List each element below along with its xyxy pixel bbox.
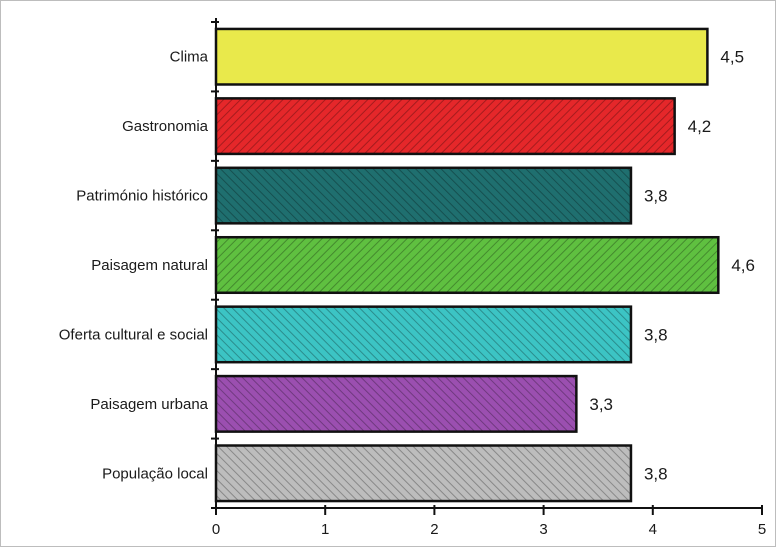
category-label: Gastronomia [122, 118, 209, 135]
bar-4 [214, 235, 720, 295]
category-label: Oferta cultural e social [59, 326, 208, 343]
x-tick-label: 4 [649, 521, 657, 538]
value-label: 4,2 [688, 117, 712, 136]
value-label: 4,5 [720, 48, 744, 67]
x-tick-label: 1 [321, 521, 329, 538]
category-label: Clima [170, 49, 209, 66]
category-label: Património histórico [76, 188, 208, 205]
x-tick-label: 2 [430, 521, 438, 538]
bar-5 [214, 305, 633, 364]
bar-6 [214, 374, 578, 433]
category-label: População local [102, 465, 208, 482]
bar-7 [214, 444, 633, 503]
bars-layer [214, 27, 720, 503]
axes-layer [211, 18, 763, 515]
value-label: 3,3 [589, 395, 613, 414]
value-label: 3,8 [644, 325, 668, 344]
x-tick-label: 0 [212, 521, 220, 538]
value-label: 3,8 [644, 464, 668, 483]
category-label: Paisagem natural [91, 257, 208, 274]
category-label: Paisagem urbana [90, 396, 208, 413]
x-tick-label: 3 [539, 521, 547, 538]
x-tick-label: 5 [758, 521, 766, 538]
bar-3 [214, 166, 633, 225]
labels-layer: Clima 4,5 Gastronomia 4,2 Património históri… [59, 48, 766, 538]
bar-2 [214, 97, 676, 156]
value-label: 4,6 [731, 256, 755, 275]
bar-1 [214, 27, 709, 86]
value-label: 3,8 [644, 187, 668, 206]
